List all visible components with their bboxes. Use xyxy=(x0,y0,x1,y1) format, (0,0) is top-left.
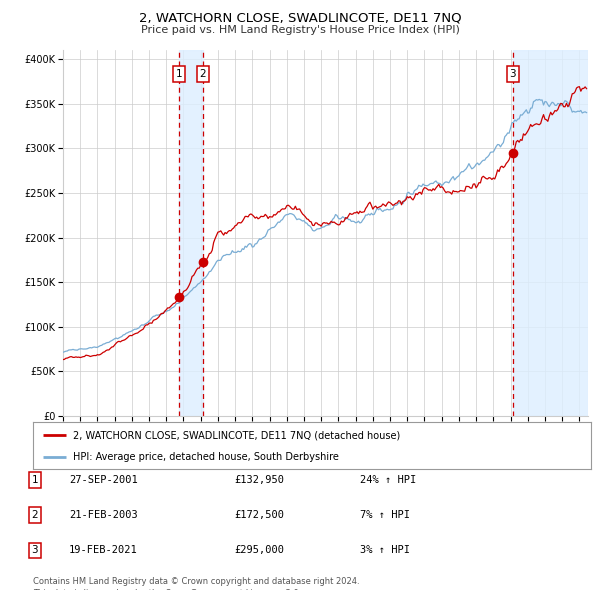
Text: Contains HM Land Registry data © Crown copyright and database right 2024.
This d: Contains HM Land Registry data © Crown c… xyxy=(33,577,359,590)
Bar xyxy=(179,50,203,416)
Text: £132,950: £132,950 xyxy=(234,475,284,484)
Text: 3: 3 xyxy=(509,69,516,79)
Text: 1: 1 xyxy=(31,475,38,484)
Text: HPI: Average price, detached house, South Derbyshire: HPI: Average price, detached house, Sout… xyxy=(73,453,339,462)
Text: 19-FEB-2021: 19-FEB-2021 xyxy=(69,546,138,555)
Bar xyxy=(513,50,588,416)
Text: 1: 1 xyxy=(176,69,182,79)
Text: 21-FEB-2003: 21-FEB-2003 xyxy=(69,510,138,520)
Text: 2: 2 xyxy=(200,69,206,79)
Text: 2: 2 xyxy=(31,510,38,520)
Text: £172,500: £172,500 xyxy=(234,510,284,520)
Text: 3: 3 xyxy=(31,546,38,555)
Text: 27-SEP-2001: 27-SEP-2001 xyxy=(69,475,138,484)
Text: 2, WATCHORN CLOSE, SWADLINCOTE, DE11 7NQ: 2, WATCHORN CLOSE, SWADLINCOTE, DE11 7NQ xyxy=(139,12,461,25)
Text: 2, WATCHORN CLOSE, SWADLINCOTE, DE11 7NQ (detached house): 2, WATCHORN CLOSE, SWADLINCOTE, DE11 7NQ… xyxy=(73,430,400,440)
Text: 7% ↑ HPI: 7% ↑ HPI xyxy=(360,510,410,520)
Text: 3% ↑ HPI: 3% ↑ HPI xyxy=(360,546,410,555)
Text: £295,000: £295,000 xyxy=(234,546,284,555)
Text: Price paid vs. HM Land Registry's House Price Index (HPI): Price paid vs. HM Land Registry's House … xyxy=(140,25,460,35)
Text: 24% ↑ HPI: 24% ↑ HPI xyxy=(360,475,416,484)
